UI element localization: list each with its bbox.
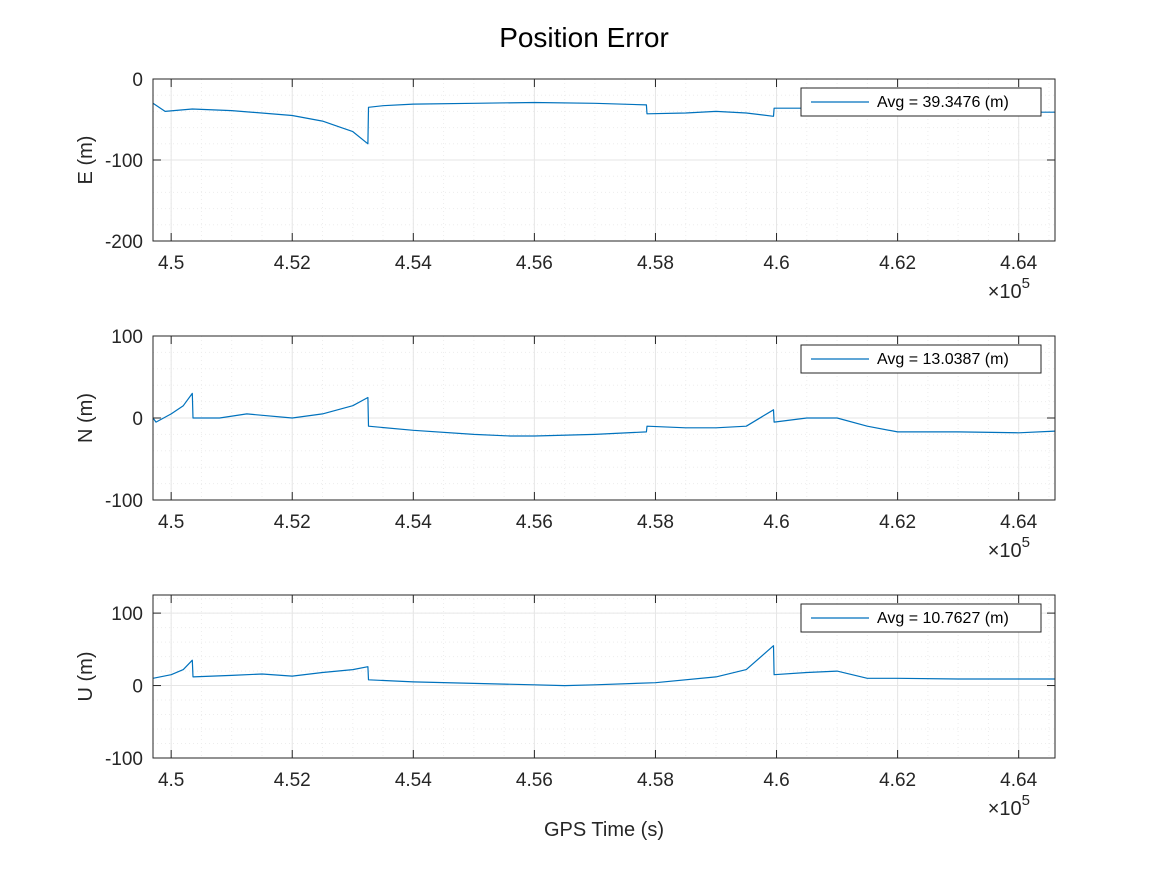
x-tick-label: 4.6 [763,253,789,274]
x-tick-label: 4.62 [879,512,916,533]
x-exponent-label: ×105 [988,275,1030,303]
x-exponent-label: ×105 [988,792,1030,820]
x-tick-label: 4.56 [516,770,553,791]
x-tick-label: 4.64 [1000,512,1037,533]
x-tick-label: 4.54 [395,770,432,791]
legend: Avg = 39.3476 (m) [801,88,1041,116]
x-tick-label: 4.58 [637,253,674,274]
x-tick-label: 4.58 [637,512,674,533]
legend: Avg = 10.7627 (m) [801,604,1041,632]
subplot-u: 4.5 4.52 4.54 4.56 4.58 4.6 4.62 4.64 -100 0 100 U … [75,595,1055,820]
x-tick-label: 4.6 [763,770,789,791]
x-tick-label: 4.5 [158,253,184,274]
x-tick-label: 4.52 [274,512,311,533]
x-tick-label: 4.64 [1000,770,1037,791]
x-exponent-label: ×105 [988,534,1030,562]
x-axis-label: GPS Time (s) [544,819,664,841]
y-tick-label: -100 [105,151,143,172]
subplot-n: 4.5 4.52 4.54 4.56 4.58 4.6 4.62 4.64 -100 0 100 N … [75,327,1055,562]
x-tick-label: 4.54 [395,512,432,533]
y-tick-label: 0 [132,409,143,430]
y-tick-label: -100 [105,749,143,770]
x-tick-label: 4.58 [637,770,674,791]
y-tick-label: 100 [111,327,143,348]
x-tick-label: 4.6 [763,512,789,533]
y-axis-label: E (m) [75,136,97,185]
y-axis-label: U (m) [75,652,97,702]
y-axis-label: N (m) [75,393,97,443]
x-tick-label: 4.62 [879,253,916,274]
x-tick-label: 4.52 [274,253,311,274]
x-tick-label: 4.5 [158,770,184,791]
y-tick-label: 0 [132,70,143,91]
figure-title: Position Error [499,22,669,53]
subplot-panels: 4.5 4.52 4.54 4.56 4.58 4.6 4.62 4.64 -200 -100 0 E… [75,70,1055,820]
legend-label: Avg = 13.0387 (m) [877,351,1009,368]
x-tick-label: 4.56 [516,512,553,533]
x-tick-label: 4.5 [158,512,184,533]
x-tick-label: 4.52 [274,770,311,791]
legend-label: Avg = 10.7627 (m) [877,610,1009,627]
legend-label: Avg = 39.3476 (m) [877,94,1009,111]
x-tick-label: 4.56 [516,253,553,274]
y-tick-label: 100 [111,604,143,625]
subplot-e: 4.5 4.52 4.54 4.56 4.58 4.6 4.62 4.64 -200 -100 0 E… [75,70,1055,303]
x-tick-label: 4.64 [1000,253,1037,274]
y-tick-label: -100 [105,491,143,512]
x-tick-label: 4.62 [879,770,916,791]
x-tick-label: 4.54 [395,253,432,274]
y-tick-label: 0 [132,677,143,698]
legend: Avg = 13.0387 (m) [801,345,1041,373]
y-tick-label: -200 [105,232,143,253]
